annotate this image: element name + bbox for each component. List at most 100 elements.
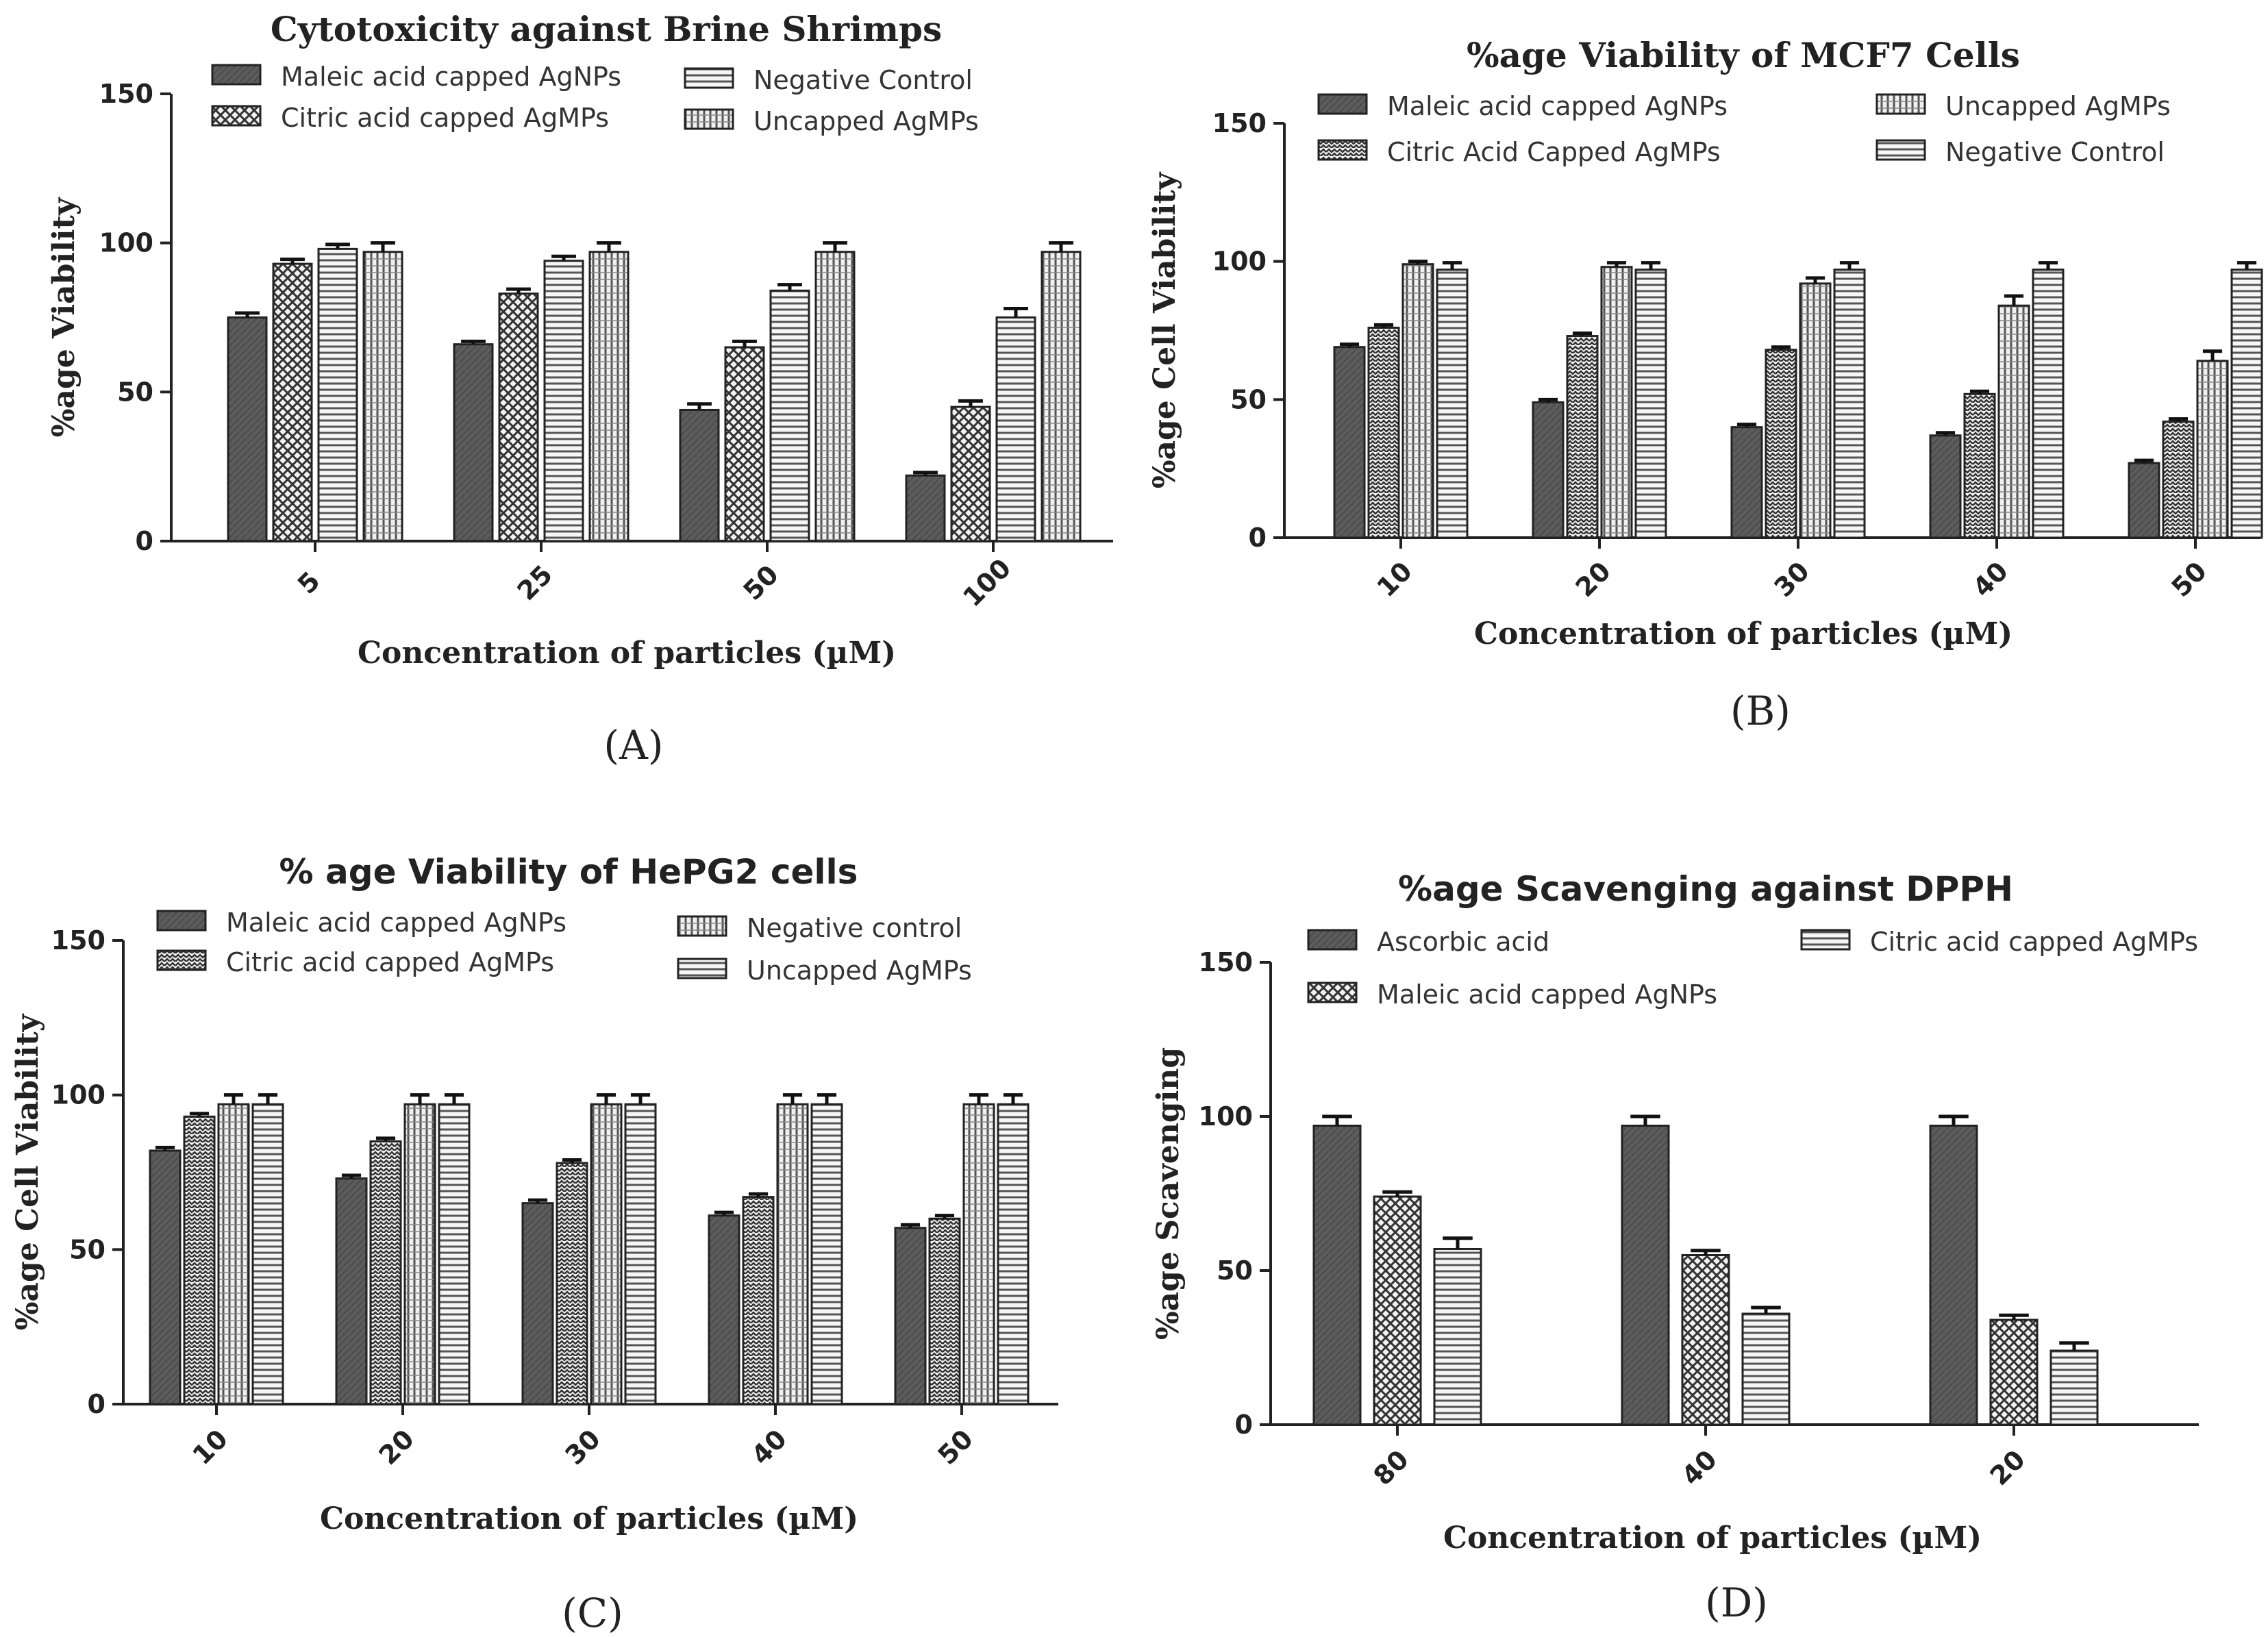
x-tick-label: 30 (1769, 556, 1816, 603)
bar (227, 316, 268, 542)
y-tick-label: 150 (1199, 947, 1253, 977)
legend-swatch (211, 105, 262, 127)
legend-label: Maleic acid capped AgNPs (1377, 979, 1717, 1010)
bar (1765, 349, 1797, 539)
bar (1989, 1319, 2039, 1426)
bar (1681, 1254, 1730, 1426)
y-tick-label: 100 (1212, 247, 1267, 277)
bar (1312, 1125, 1362, 1426)
x-tick-label: 80 (1368, 1445, 1415, 1492)
legend-swatch (1800, 929, 1851, 951)
y-tick-label: 100 (99, 228, 153, 258)
legend-swatch (677, 958, 727, 979)
bar (1799, 282, 1832, 539)
chart-title: Cytotoxicity against Brine Shrimps (271, 9, 942, 49)
y-axis-label: %age Cell Viability (1147, 171, 1182, 488)
bar (1040, 251, 1082, 542)
chart-panel-3: % age Viability of HePG2 cells 0 50 100 150%… (10, 852, 1058, 1636)
chart-title: %age Viability of MCF7 Cells (1467, 35, 2020, 75)
legend-label: Citric acid capped AgMPs (226, 947, 554, 977)
y-tick-label: 50 (69, 1234, 105, 1264)
legend-swatch (211, 64, 262, 86)
bar (1833, 268, 1866, 539)
x-tick-label: 20 (373, 1424, 421, 1471)
legend-swatch (156, 949, 207, 971)
y-tick-label: 100 (1199, 1101, 1253, 1132)
bar (369, 1140, 402, 1405)
bar (438, 1103, 471, 1405)
bar (2049, 1349, 2099, 1426)
y-tick-label: 150 (1212, 108, 1267, 138)
x-tick-label: 40 (746, 1424, 793, 1471)
bar (905, 474, 946, 542)
bar (1963, 392, 1996, 539)
bar (1401, 263, 1434, 539)
bar (928, 1217, 961, 1405)
legend-swatch (684, 67, 734, 89)
legend-swatch (684, 108, 734, 130)
chart-title: %age Scavenging against DPPH (1398, 869, 2013, 909)
bar (997, 1103, 1030, 1405)
bar (724, 346, 765, 542)
bar (251, 1103, 284, 1405)
legend-swatch (1317, 93, 1368, 115)
bar (2128, 462, 2160, 539)
bar (950, 405, 991, 542)
panel-label: (C) (562, 1590, 623, 1636)
legend-label: Uncapped AgMPs (1945, 91, 2171, 121)
bar (1436, 268, 1469, 539)
bar (149, 1149, 182, 1405)
legend-label: Negative Control (753, 65, 973, 95)
bar (453, 343, 494, 542)
bar (894, 1227, 927, 1405)
bar (1373, 1195, 1422, 1426)
legend-label: Citric Acid Capped AgMPs (1387, 137, 1721, 167)
x-tick-label: 25 (512, 560, 559, 607)
bar (1621, 1125, 1670, 1426)
chart-title: % age Viability of HePG2 cells (279, 852, 858, 892)
x-tick-label: 40 (1967, 556, 2015, 603)
bar (742, 1196, 775, 1405)
bar (814, 251, 856, 542)
bar (317, 247, 358, 542)
x-tick-label: 5 (292, 566, 326, 600)
x-axis-label: Concentration of particles (µM) (358, 636, 896, 671)
y-tick-label: 150 (99, 79, 153, 109)
legend-label: Ascorbic acid (1377, 927, 1549, 957)
bar (1600, 266, 1633, 539)
y-tick-label: 0 (136, 526, 153, 556)
x-axis-label: Concentration of particles (µM) (320, 1501, 858, 1536)
legend-swatch (1307, 982, 1358, 1003)
bar (624, 1103, 657, 1405)
bar (679, 408, 720, 542)
x-tick-label: 10 (187, 1424, 234, 1471)
bar (1929, 1125, 1978, 1426)
bar (217, 1103, 250, 1405)
bar (2162, 421, 2195, 539)
bar (335, 1177, 368, 1405)
x-tick-label: 10 (1371, 556, 1419, 603)
bar (1997, 304, 2030, 539)
bar (1634, 268, 1667, 539)
legend-label: Citric acid capped AgMPs (1870, 927, 2198, 957)
legend-label: Uncapped AgMPs (747, 955, 972, 986)
y-tick-label: 0 (1235, 1410, 1253, 1440)
x-tick-label: 100 (957, 553, 1017, 612)
bar (769, 289, 810, 542)
bar (2032, 268, 2065, 539)
y-axis-label: %age Scavenging (1151, 1047, 1186, 1340)
bar (776, 1103, 809, 1405)
bar (995, 316, 1036, 542)
panel-label: (A) (603, 722, 663, 768)
bar (1730, 426, 1763, 539)
x-axis-label: Concentration of particles (µM) (1474, 616, 2012, 651)
bar (183, 1115, 216, 1405)
bar (2196, 360, 2229, 539)
x-tick-label: 40 (1676, 1445, 1723, 1492)
legend-label: Maleic acid capped AgNPs (226, 908, 566, 938)
y-axis-label: %age Cell Viability (10, 1013, 45, 1330)
bar (1433, 1248, 1482, 1426)
x-tick-label: 50 (932, 1424, 980, 1471)
x-tick-label: 50 (738, 560, 785, 607)
